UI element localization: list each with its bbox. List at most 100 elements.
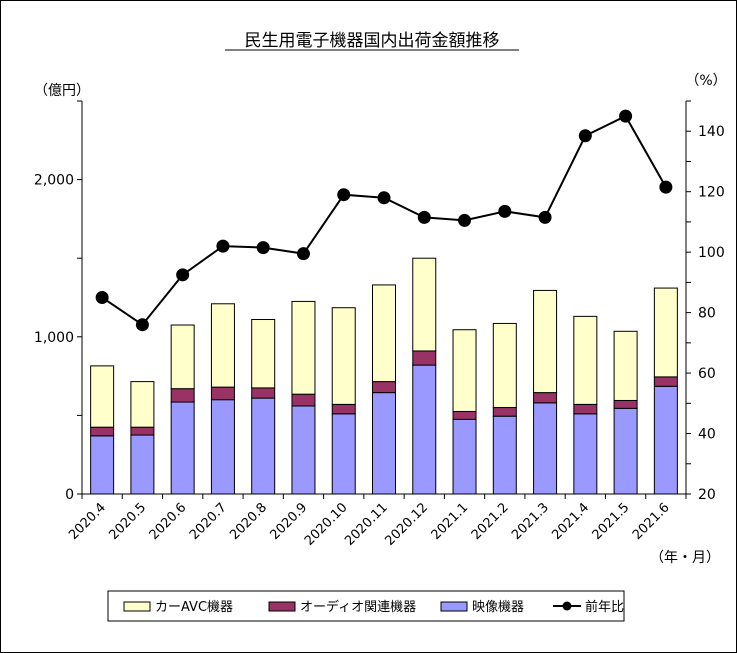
bar-segment bbox=[251, 387, 276, 399]
bar-segment bbox=[291, 405, 316, 495]
right-tick-label: 60 bbox=[698, 366, 716, 382]
bar-segment bbox=[412, 257, 437, 352]
right-tick-label: 120 bbox=[698, 185, 725, 201]
x-tick-label: 2020.4 bbox=[66, 500, 109, 543]
left-axis-unit: （億円） bbox=[34, 83, 90, 99]
x-tick-label: 2020.8 bbox=[227, 500, 270, 543]
bar-segment bbox=[210, 386, 235, 401]
bar-segment bbox=[492, 322, 517, 409]
x-tick-label: 2021.6 bbox=[630, 500, 673, 543]
bar-segment bbox=[533, 392, 558, 404]
bar-segment bbox=[130, 434, 155, 495]
line-point bbox=[659, 180, 673, 194]
bar-segment bbox=[331, 413, 356, 495]
bar-segment bbox=[331, 403, 356, 415]
line-point bbox=[417, 210, 431, 224]
bar-segment bbox=[372, 284, 396, 383]
bar-segment bbox=[613, 399, 638, 409]
bar-segment bbox=[130, 381, 155, 428]
x-tick-label: 2021.2 bbox=[469, 500, 512, 543]
bar-segment bbox=[452, 418, 477, 495]
right-tick-label: 40 bbox=[698, 427, 716, 443]
x-tick-label: 2020.10 bbox=[302, 500, 351, 549]
bar-segment bbox=[130, 426, 155, 436]
right-tick-label: 80 bbox=[698, 306, 716, 322]
x-axis-unit: （年・月） bbox=[650, 550, 720, 566]
left-tick-label: 1,000 bbox=[34, 330, 74, 346]
x-tick-label: 2020.11 bbox=[342, 500, 391, 549]
line-point bbox=[619, 109, 633, 123]
x-tick-label: 2020.5 bbox=[106, 500, 149, 543]
legend-swatch bbox=[440, 601, 468, 612]
bar-segment bbox=[210, 399, 235, 495]
bar-segment bbox=[291, 393, 316, 407]
bar-segment bbox=[573, 315, 598, 405]
bar-segment bbox=[331, 307, 356, 405]
bar-segment bbox=[291, 300, 316, 395]
left-tick-label: 2,000 bbox=[34, 173, 74, 189]
bar-segment bbox=[412, 350, 437, 366]
bar-segment bbox=[653, 376, 678, 387]
legend-swatch bbox=[268, 601, 296, 612]
line-point bbox=[458, 213, 472, 227]
bar-segment bbox=[90, 426, 115, 437]
line-point bbox=[538, 210, 552, 224]
x-tick-label: 2021.3 bbox=[509, 500, 552, 543]
bar-segment bbox=[533, 289, 558, 394]
x-tick-label: 2020.6 bbox=[147, 500, 190, 543]
line-point bbox=[216, 239, 230, 253]
line-point bbox=[256, 241, 270, 255]
bar-segment bbox=[452, 329, 477, 412]
x-tick-label: 2020.7 bbox=[187, 500, 230, 543]
legend-label: 前年比 bbox=[585, 599, 624, 615]
bar-segment bbox=[210, 303, 235, 388]
right-tick-label: 100 bbox=[698, 245, 725, 261]
x-tick-label: 2021.1 bbox=[429, 500, 472, 543]
line-point bbox=[95, 291, 109, 304]
bar-segment bbox=[372, 381, 396, 394]
bar-segment bbox=[90, 365, 115, 428]
bar-segment bbox=[170, 401, 195, 495]
chart-title: 民生用電子機器国内出荷金額推移 bbox=[245, 31, 500, 51]
left-tick-label: 0 bbox=[65, 487, 74, 503]
bar-segment bbox=[170, 388, 195, 403]
bar-segment bbox=[533, 402, 558, 495]
plot-area: 0 1,000 2,000 20 40 60 80 100 120 140 2020.42020.5… bbox=[34, 100, 725, 549]
right-axis-unit: （%） bbox=[685, 73, 726, 89]
legend-box bbox=[107, 590, 625, 622]
line-point bbox=[135, 318, 149, 332]
legend-swatch bbox=[123, 601, 151, 612]
x-tick-label: 2021.5 bbox=[590, 500, 633, 543]
bar-segment bbox=[90, 435, 115, 495]
line-point bbox=[176, 268, 190, 282]
legend: カーAVC機器 オーディオ関連機器 映像機器 前年比 bbox=[107, 590, 625, 622]
legend-label: カーAVC機器 bbox=[155, 600, 233, 615]
right-tick-label: 20 bbox=[698, 487, 716, 503]
legend-label: 映像機器 bbox=[472, 600, 524, 615]
line-point bbox=[377, 191, 391, 205]
legend-marker bbox=[562, 601, 572, 611]
x-tick-label: 2021.4 bbox=[549, 500, 592, 543]
bar-segment bbox=[653, 385, 678, 495]
bar-segment bbox=[452, 410, 477, 420]
line-point bbox=[337, 188, 351, 202]
bar-segment bbox=[573, 403, 598, 415]
line-point bbox=[296, 247, 310, 261]
bar-segment bbox=[653, 287, 678, 378]
legend-label: オーディオ関連機器 bbox=[300, 599, 416, 615]
line-point bbox=[578, 129, 592, 143]
bar-segment bbox=[492, 407, 517, 417]
line-point bbox=[498, 204, 512, 218]
bar-segment bbox=[412, 364, 437, 495]
bar-segment bbox=[613, 407, 638, 495]
bar-segment bbox=[251, 319, 276, 389]
right-tick-label: 140 bbox=[698, 124, 725, 140]
bar-segment bbox=[372, 392, 396, 495]
x-tick-label: 2020.12 bbox=[382, 500, 431, 549]
bar-segment bbox=[573, 413, 598, 495]
bar-segment bbox=[613, 330, 638, 401]
bar-segment bbox=[170, 324, 195, 390]
bar-segment bbox=[492, 415, 517, 495]
bar-segment bbox=[251, 397, 276, 495]
